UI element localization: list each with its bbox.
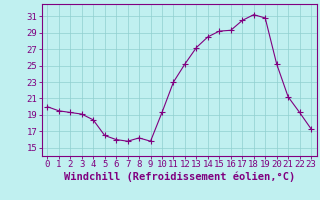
X-axis label: Windchill (Refroidissement éolien,°C): Windchill (Refroidissement éolien,°C) (64, 172, 295, 182)
